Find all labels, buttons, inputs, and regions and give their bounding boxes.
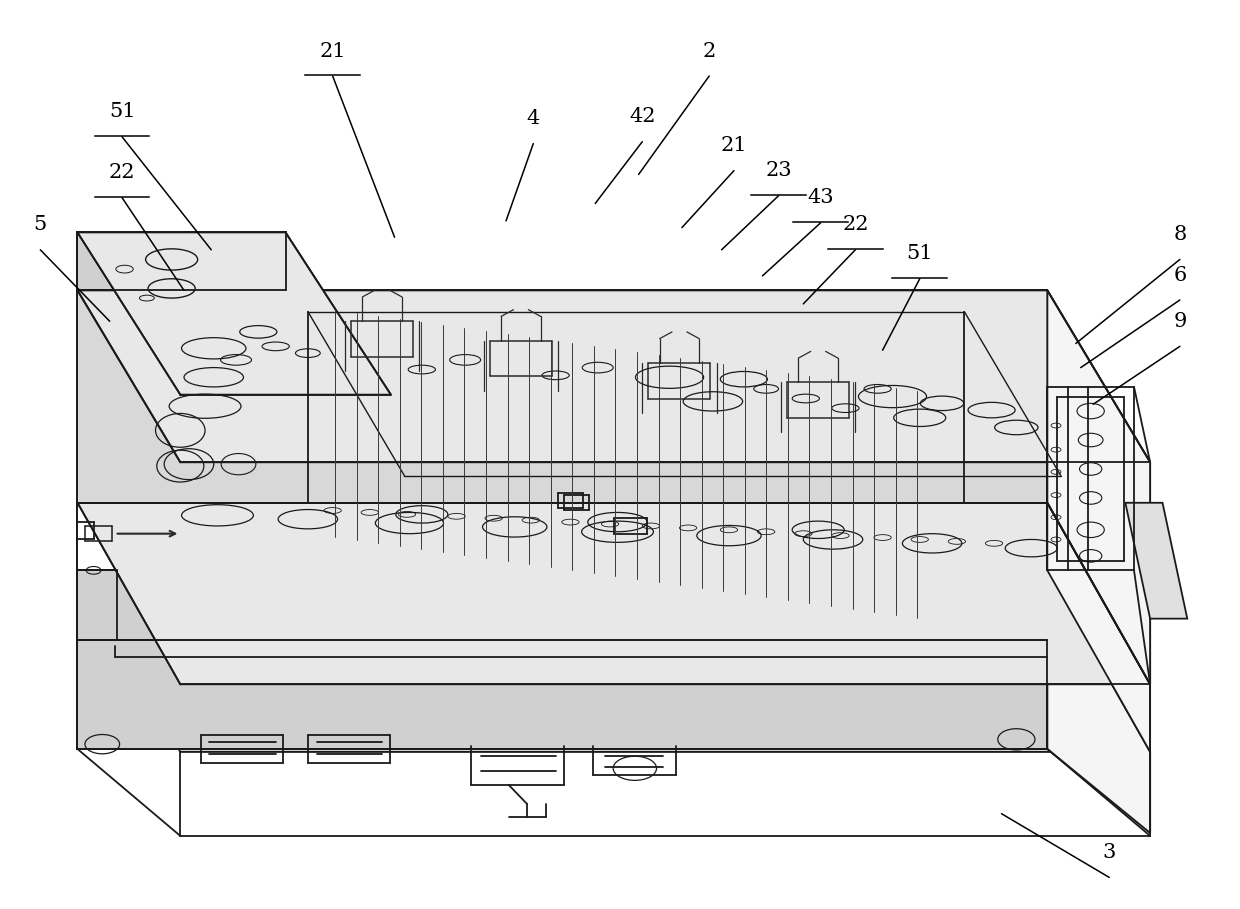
Polygon shape	[77, 290, 1048, 503]
Polygon shape	[1048, 290, 1151, 684]
Text: 51: 51	[906, 245, 932, 264]
Text: 2: 2	[703, 42, 715, 61]
Polygon shape	[77, 570, 1151, 752]
Text: 3: 3	[1102, 843, 1116, 862]
Text: 8: 8	[1173, 225, 1187, 244]
Polygon shape	[1048, 503, 1151, 752]
Polygon shape	[77, 570, 1048, 640]
Text: 5: 5	[33, 215, 47, 235]
Text: 21: 21	[320, 42, 346, 61]
Text: 22: 22	[109, 164, 135, 182]
Text: 51: 51	[109, 103, 135, 122]
Polygon shape	[77, 503, 1151, 684]
Text: 4: 4	[527, 109, 539, 128]
Text: 6: 6	[1173, 265, 1187, 285]
Text: 43: 43	[807, 188, 835, 207]
Polygon shape	[77, 290, 1151, 462]
Polygon shape	[77, 233, 391, 395]
Text: 9: 9	[1173, 312, 1187, 331]
Polygon shape	[1048, 570, 1151, 833]
Polygon shape	[1126, 503, 1187, 619]
Polygon shape	[77, 233, 285, 290]
Text: 22: 22	[842, 215, 868, 235]
Text: 21: 21	[720, 136, 748, 155]
Polygon shape	[77, 640, 1048, 749]
Text: 42: 42	[629, 107, 656, 126]
Text: 23: 23	[765, 161, 792, 180]
